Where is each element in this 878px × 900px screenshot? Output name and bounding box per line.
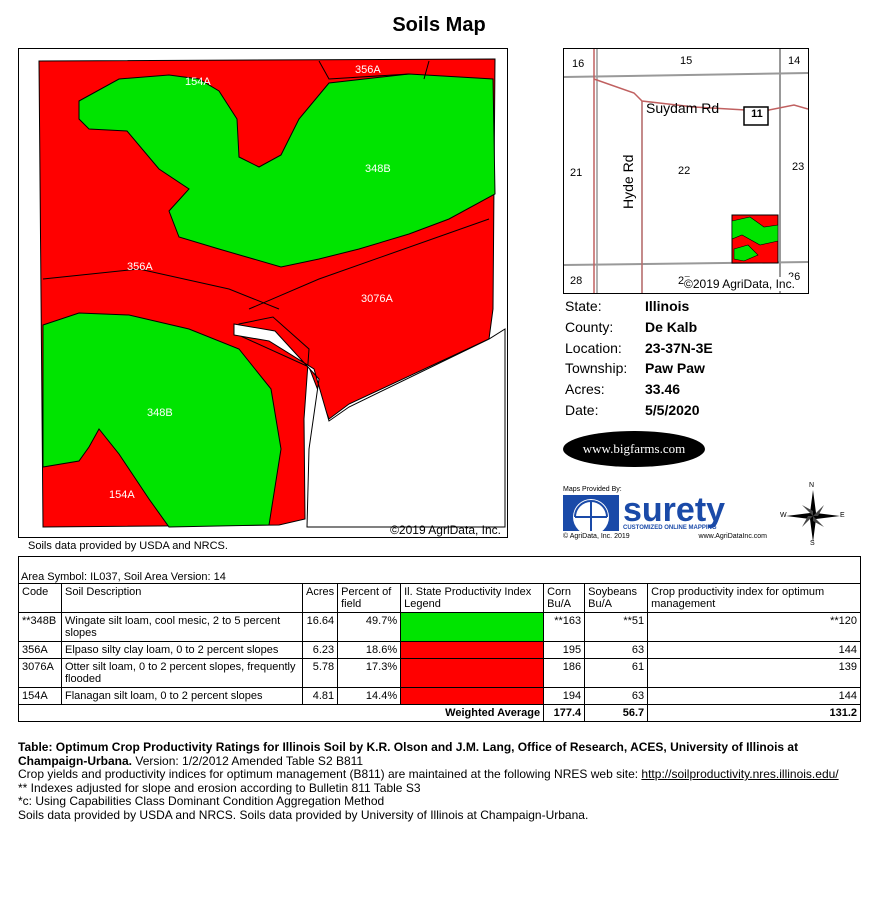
legend-swatch [400, 687, 545, 705]
table-row: 3076A Otter silt loam, 0 to 2 percent sl… [18, 658, 861, 688]
map-copyright: ©2019 AgriData, Inc. [390, 523, 501, 537]
bigfarms-logo[interactable]: www.bigfarms.com [563, 431, 705, 467]
soils-map: 154A 356A 348B 356A 3076A 348B 154A ©201… [18, 48, 508, 538]
section-15: 15 [680, 55, 693, 67]
info-row-date: Date: 5/5/2020 [565, 401, 700, 418]
info-row-state: State: Illinois [565, 298, 690, 314]
compass-rose-icon: N E S W [780, 482, 845, 547]
map-label-154a-bottom: 154A [109, 489, 135, 501]
road-hyde: Hyde Rd [620, 154, 636, 209]
area-symbol: Area Symbol: IL037, Soil Area Version: 1… [21, 571, 226, 583]
weighted-average-row: Weighted Average 177.4 56.7 131.2 [17, 704, 861, 722]
legend-swatch [400, 658, 545, 688]
section-16: 16 [572, 58, 585, 70]
surety-logo[interactable]: Maps Provided By: surety CUSTOMIZED ONLI… [563, 486, 767, 540]
map-label-356a-top: 356A [355, 64, 381, 76]
table-header-row: Code Soil Description Acres Percent of f… [18, 583, 861, 613]
productivity-link[interactable]: http://soilproductivity.nres.illinois.ed… [641, 767, 839, 782]
map-label-348b-top: 348B [365, 163, 391, 175]
table-row: **348B Wingate silt loam, cool mesic, 2 … [18, 612, 861, 642]
info-row-county: County: De Kalb [565, 318, 698, 335]
map-label-3076a: 3076A [361, 293, 393, 305]
route-11-shield: 11 [751, 108, 763, 120]
table-notes: Table: Optimum Crop Productivity Ratings… [18, 740, 839, 822]
legend-swatch [400, 612, 545, 642]
table-row: 356A Elpaso silty clay loam, 0 to 2 perc… [18, 641, 861, 659]
map-label-356a-mid: 356A [127, 261, 153, 273]
section-28: 28 [570, 275, 583, 287]
table-row: 154A Flanagan silt loam, 0 to 2 percent … [18, 687, 861, 705]
info-row-township: Township: Paw Paw [565, 360, 705, 377]
soils-credit: Soils data provided by USDA and NRCS. [28, 540, 228, 552]
globe-icon [563, 495, 619, 531]
section-14: 14 [788, 55, 801, 67]
section-21: 21 [570, 167, 583, 179]
page-title: Soils Map [392, 14, 486, 36]
section-22: 22 [678, 165, 691, 177]
map-label-348b-bottom: 348B [147, 407, 173, 419]
road-suydam: Suydam Rd [646, 100, 720, 116]
location-copyright: ©2019 AgriData, Inc. [684, 277, 795, 291]
legend-swatch [400, 641, 545, 659]
property-info: State: Illinois County: De Kalb Location: 2… [565, 296, 713, 421]
info-row-acres: Acres: 33.46 [565, 381, 681, 398]
location-map: 16 15 14 21 22 23 28 27 26 Suydam Rd Hyd… [563, 48, 809, 294]
soils-table: Area Symbol: IL037, Soil Area Version: 1… [17, 556, 861, 722]
map-label-154a-top: 154A [185, 76, 211, 88]
section-23: 23 [792, 161, 805, 173]
info-row-location: Location: 23-37N-3E [565, 339, 713, 356]
